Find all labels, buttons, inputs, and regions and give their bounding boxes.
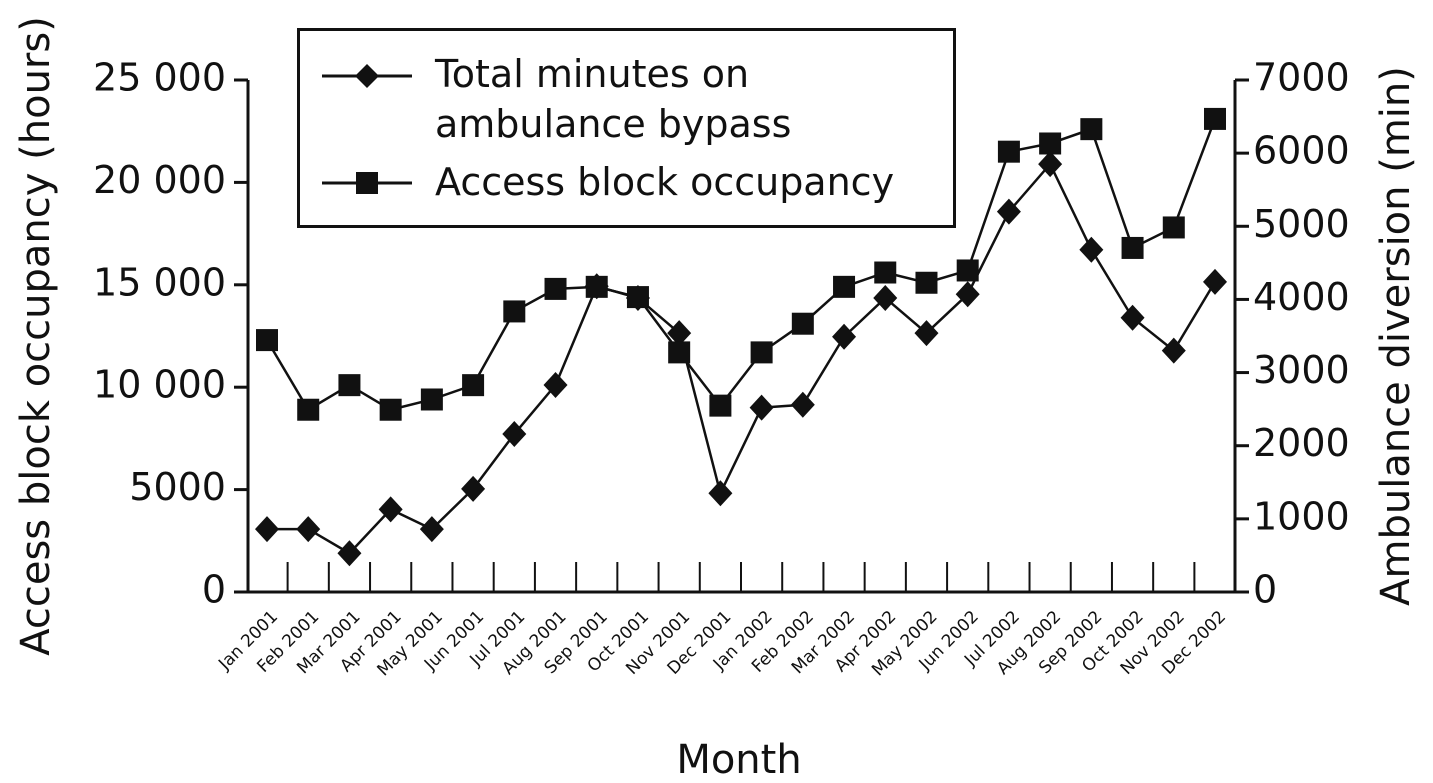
point bbox=[1203, 268, 1227, 295]
point bbox=[667, 320, 692, 347]
point bbox=[543, 372, 568, 399]
y2-tick-label: 0 bbox=[1253, 568, 1277, 612]
point bbox=[708, 480, 733, 507]
point bbox=[255, 516, 279, 543]
point bbox=[503, 300, 526, 323]
y2-tick-label: 4000 bbox=[1253, 275, 1350, 319]
point bbox=[955, 281, 980, 308]
point bbox=[914, 320, 939, 347]
point bbox=[420, 388, 443, 411]
point bbox=[462, 374, 485, 397]
y2-tick-label: 3000 bbox=[1253, 348, 1350, 392]
y-tick-label: 10 000 bbox=[93, 363, 226, 407]
y-tick-label: 0 bbox=[202, 568, 226, 612]
point bbox=[790, 391, 815, 418]
y2-tick-label: 5000 bbox=[1253, 202, 1350, 246]
point bbox=[873, 284, 898, 311]
point bbox=[749, 394, 774, 421]
point bbox=[337, 540, 362, 567]
point bbox=[832, 323, 857, 350]
point bbox=[461, 475, 486, 502]
x-axis-label: Month bbox=[676, 737, 801, 783]
y-tick-label: 15 000 bbox=[93, 260, 226, 304]
point bbox=[956, 259, 979, 282]
point bbox=[1120, 304, 1145, 331]
point bbox=[256, 329, 278, 352]
point bbox=[1080, 118, 1103, 141]
y2-tick-label: 1000 bbox=[1253, 494, 1350, 538]
point bbox=[915, 271, 938, 294]
y-tick-label: 20 000 bbox=[93, 158, 226, 202]
point bbox=[296, 516, 321, 543]
y2-tick-label: 2000 bbox=[1253, 421, 1350, 465]
point bbox=[997, 140, 1020, 163]
legend: Total minutes on ambulance bypass Access… bbox=[297, 28, 956, 228]
point bbox=[1079, 236, 1104, 263]
legend-label: Access block occupancy bbox=[435, 160, 895, 204]
y-tick-label: 25 000 bbox=[93, 56, 226, 100]
point bbox=[626, 286, 649, 309]
point bbox=[1204, 107, 1226, 130]
y-axis-label: Access block occupancy (hours) bbox=[13, 16, 59, 656]
y-tick-label: 5000 bbox=[129, 465, 226, 509]
point bbox=[378, 496, 403, 523]
point bbox=[1162, 216, 1185, 239]
point bbox=[874, 261, 897, 284]
point bbox=[668, 341, 691, 364]
legend-symbols bbox=[322, 64, 412, 194]
point bbox=[1039, 132, 1062, 155]
legend-label: Total minutes on ambulance bypass bbox=[435, 52, 792, 146]
point bbox=[419, 516, 444, 543]
point bbox=[297, 398, 320, 421]
y2-tick-label: 7000 bbox=[1253, 56, 1350, 100]
point bbox=[709, 394, 732, 417]
point bbox=[1038, 151, 1063, 178]
point bbox=[791, 312, 814, 335]
point bbox=[502, 421, 527, 448]
point bbox=[1121, 236, 1144, 259]
point bbox=[585, 275, 608, 298]
point bbox=[750, 341, 773, 364]
y2-tick-label: 6000 bbox=[1253, 129, 1350, 173]
point bbox=[338, 374, 361, 397]
point bbox=[996, 198, 1021, 225]
point bbox=[544, 277, 567, 300]
point bbox=[1161, 337, 1186, 364]
point bbox=[833, 275, 856, 298]
y2-axis-label: Ambulance diversion (min) bbox=[1373, 66, 1419, 606]
point bbox=[379, 398, 402, 421]
